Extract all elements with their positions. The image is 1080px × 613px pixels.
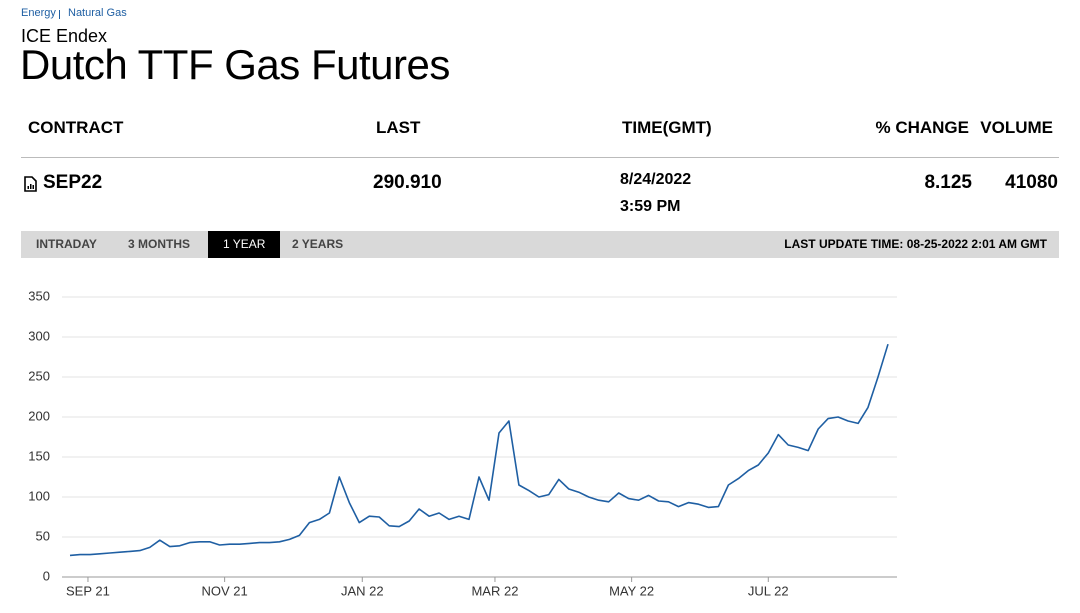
- y-tick-label: 150: [28, 448, 50, 463]
- trade-time: 3:59 PM: [620, 198, 681, 215]
- column-header: TIME(GMT): [622, 118, 712, 137]
- x-tick-label: NOV 21: [201, 583, 247, 598]
- column-header: CONTRACT: [28, 118, 124, 137]
- tab-bar: LAST UPDATE TIME: 08-25-2022 2:01 AM GMT…: [21, 231, 1059, 258]
- exchange: ICE Endex: [21, 26, 108, 46]
- x-tick-label: JUL 22: [748, 583, 789, 598]
- y-tick-label: 50: [36, 528, 50, 543]
- column-header: % CHANGE: [875, 118, 969, 137]
- chart: 0 50 100 150 200 250 300 350 SEP 21 NOV 21 JAN 22 M…: [28, 288, 897, 598]
- breadcrumb-separator: [59, 10, 60, 19]
- y-tick-label: 100: [28, 488, 50, 503]
- column-header: VOLUME: [980, 118, 1053, 137]
- range-tab[interactable]: INTRADAY: [36, 237, 97, 251]
- column-header: LAST: [376, 118, 421, 137]
- breadcrumb-link[interactable]: Energy: [21, 7, 56, 19]
- page-title: Dutch TTF Gas Futures: [20, 41, 450, 88]
- price-line: [69, 343, 889, 557]
- range-tab[interactable]: 1 YEAR: [208, 231, 281, 258]
- x-tick-label: MAY 22: [609, 583, 654, 598]
- trade-date: 8/24/2022: [620, 171, 692, 188]
- y-tick-label: 300: [28, 328, 50, 343]
- percent-change: 8.125: [924, 172, 972, 193]
- range-tab[interactable]: 2 YEARS: [292, 237, 344, 251]
- contract[interactable]: SEP22: [43, 172, 103, 193]
- y-tick-label: 200: [28, 408, 50, 423]
- y-tick-label: 350: [28, 288, 50, 303]
- x-tick-label: SEP 21: [66, 583, 110, 598]
- x-tick-label: JAN 22: [341, 583, 384, 598]
- x-tick-label: MAR 22: [471, 583, 518, 598]
- y-tick-label: 250: [28, 368, 50, 383]
- contract-icon[interactable]: [24, 176, 37, 192]
- volume: 41080: [1005, 172, 1058, 193]
- last-price: 290.910: [373, 172, 442, 193]
- divider: [21, 157, 1059, 158]
- range-tab[interactable]: 3 MONTHS: [128, 237, 191, 251]
- breadcrumb-link[interactable]: Natural Gas: [68, 7, 127, 19]
- y-tick-label: 0: [43, 568, 50, 583]
- last-update: LAST UPDATE TIME: 08-25-2022 2:01 AM GMT: [784, 237, 1047, 251]
